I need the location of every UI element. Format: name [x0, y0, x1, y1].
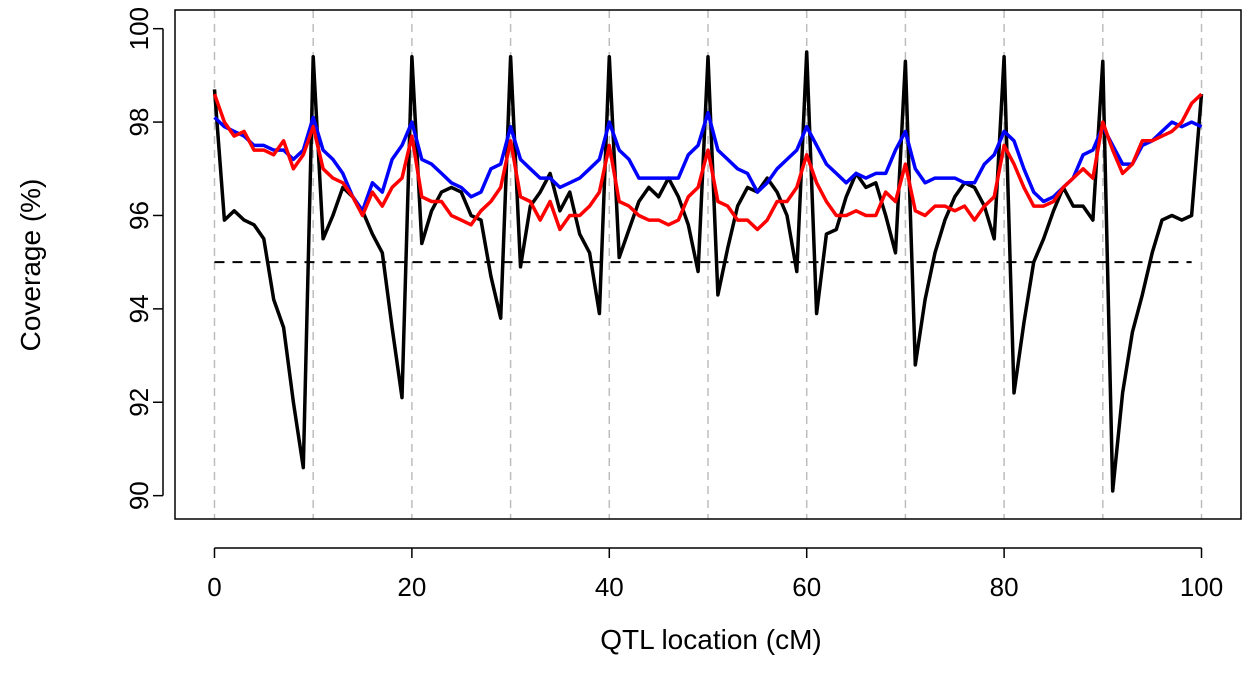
series-layer: [212, 50, 1204, 493]
y-tick-label: 98: [124, 108, 154, 137]
series-line-2: [212, 92, 1203, 232]
x-tick-label: 40: [595, 572, 624, 602]
x-axis-title: QTL location (cM): [600, 624, 821, 655]
y-axis: 90 92 94 96 98 100: [124, 7, 164, 510]
x-tick-label: 60: [792, 572, 821, 602]
x-tick-label: 0: [207, 572, 221, 602]
series-line-1: [213, 110, 1203, 213]
series-line-0: [212, 50, 1204, 493]
x-tick-label: 20: [397, 572, 426, 602]
plot-frame: [174, 9, 1242, 520]
x-axis: 0 20 40 60 80 100: [207, 547, 1223, 602]
x-tick-label: 100: [1180, 572, 1223, 602]
y-tick-label: 90: [124, 481, 154, 510]
y-tick-label: 96: [124, 201, 154, 230]
y-tick-label: 100: [124, 7, 154, 50]
x-tick-label: 80: [990, 572, 1019, 602]
y-axis-title: Coverage (%): [15, 179, 46, 352]
y-tick-label: 92: [124, 388, 154, 417]
y-tick-label: 94: [124, 294, 154, 323]
